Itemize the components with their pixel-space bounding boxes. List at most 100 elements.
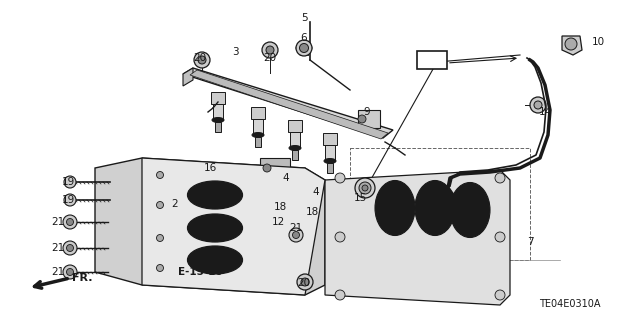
Ellipse shape <box>375 181 415 235</box>
Ellipse shape <box>252 132 264 137</box>
Polygon shape <box>183 68 393 138</box>
Circle shape <box>462 185 482 205</box>
Bar <box>358 110 380 128</box>
Ellipse shape <box>188 181 243 209</box>
Text: FR.: FR. <box>72 273 93 283</box>
Ellipse shape <box>324 159 336 164</box>
Text: 20: 20 <box>298 278 310 288</box>
Text: 19: 19 <box>61 195 75 205</box>
Text: E-15-10: E-15-10 <box>178 267 222 277</box>
Circle shape <box>63 265 77 279</box>
Polygon shape <box>215 122 221 132</box>
Text: 21: 21 <box>289 223 303 233</box>
Text: 9: 9 <box>364 107 371 117</box>
Circle shape <box>300 43 308 53</box>
Circle shape <box>495 290 505 300</box>
Polygon shape <box>142 158 325 295</box>
Text: 14: 14 <box>538 107 552 117</box>
Text: 6: 6 <box>301 33 307 43</box>
Circle shape <box>292 232 300 239</box>
Circle shape <box>266 46 274 54</box>
Circle shape <box>194 52 210 68</box>
Polygon shape <box>292 150 298 160</box>
Text: 20: 20 <box>193 53 207 63</box>
Ellipse shape <box>212 117 224 122</box>
Circle shape <box>359 182 371 194</box>
Polygon shape <box>190 70 388 139</box>
Circle shape <box>262 42 278 58</box>
Polygon shape <box>183 68 193 86</box>
Bar <box>260 158 290 180</box>
Ellipse shape <box>191 183 239 206</box>
Circle shape <box>495 173 505 183</box>
Polygon shape <box>327 163 333 173</box>
Circle shape <box>157 202 163 209</box>
Circle shape <box>64 194 76 206</box>
Circle shape <box>67 219 74 226</box>
Polygon shape <box>290 132 300 148</box>
Text: 1: 1 <box>195 187 202 197</box>
Text: 2: 2 <box>172 199 179 209</box>
Circle shape <box>63 215 77 229</box>
Circle shape <box>157 234 163 241</box>
Circle shape <box>530 97 546 113</box>
Polygon shape <box>211 92 225 104</box>
Circle shape <box>467 190 477 200</box>
Polygon shape <box>213 104 223 120</box>
Text: B-4: B-4 <box>422 55 442 65</box>
Ellipse shape <box>289 145 301 151</box>
Polygon shape <box>95 158 325 295</box>
Circle shape <box>534 101 542 109</box>
Circle shape <box>301 278 309 286</box>
Ellipse shape <box>378 183 413 233</box>
Text: 16: 16 <box>204 163 216 173</box>
Ellipse shape <box>417 183 452 233</box>
Polygon shape <box>325 170 510 305</box>
Circle shape <box>296 40 312 56</box>
FancyBboxPatch shape <box>417 51 447 69</box>
Text: 10: 10 <box>591 37 605 47</box>
Circle shape <box>495 232 505 242</box>
Ellipse shape <box>188 246 243 274</box>
Circle shape <box>64 176 76 188</box>
Polygon shape <box>251 107 265 119</box>
Text: 21: 21 <box>51 243 65 253</box>
Text: TE04E0310A: TE04E0310A <box>540 299 601 309</box>
Text: 5: 5 <box>301 13 307 23</box>
Ellipse shape <box>191 217 239 240</box>
Circle shape <box>198 56 206 64</box>
Ellipse shape <box>415 181 455 235</box>
Polygon shape <box>325 145 335 161</box>
Circle shape <box>335 290 345 300</box>
Polygon shape <box>323 133 337 145</box>
Circle shape <box>335 232 345 242</box>
Circle shape <box>263 164 271 172</box>
Ellipse shape <box>452 185 488 235</box>
Polygon shape <box>253 119 263 135</box>
Circle shape <box>157 172 163 179</box>
Bar <box>350 148 530 260</box>
Circle shape <box>169 191 181 203</box>
Text: 20: 20 <box>264 53 276 63</box>
Text: 3: 3 <box>232 47 238 57</box>
Circle shape <box>211 196 219 204</box>
Circle shape <box>565 38 577 50</box>
Ellipse shape <box>191 249 239 271</box>
Text: 21: 21 <box>51 267 65 277</box>
Text: 21: 21 <box>51 217 65 227</box>
Circle shape <box>335 173 345 183</box>
Text: 18: 18 <box>305 207 319 217</box>
Circle shape <box>358 115 366 123</box>
Text: 11: 11 <box>463 191 477 201</box>
Text: 7: 7 <box>527 237 533 247</box>
Polygon shape <box>562 36 582 55</box>
Ellipse shape <box>188 214 243 242</box>
Polygon shape <box>288 120 302 132</box>
Circle shape <box>355 178 375 198</box>
Circle shape <box>67 244 74 251</box>
Polygon shape <box>255 137 261 147</box>
Text: 4: 4 <box>313 187 319 197</box>
Ellipse shape <box>450 182 490 238</box>
Text: 17: 17 <box>204 198 216 208</box>
Circle shape <box>63 241 77 255</box>
